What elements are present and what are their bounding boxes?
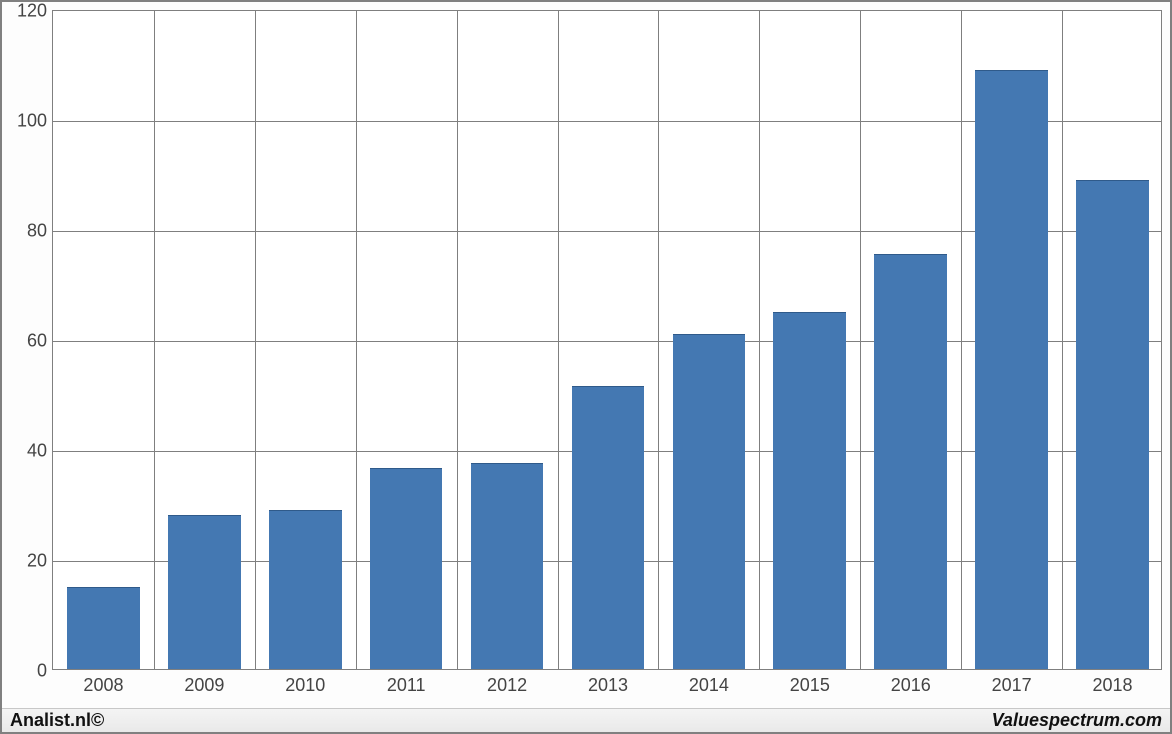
gridline-vertical [759,11,760,669]
x-axis-label: 2018 [1093,669,1133,696]
bar [975,70,1048,670]
gridline-vertical [356,11,357,669]
bar [1076,180,1149,670]
bar [673,334,746,670]
x-axis-label: 2012 [487,669,527,696]
x-axis-label: 2014 [689,669,729,696]
y-axis-label: 80 [27,221,53,242]
chart-footer: Analist.nl© Valuespectrum.com [2,708,1170,732]
x-axis-label: 2015 [790,669,830,696]
gridline-vertical [658,11,659,669]
x-axis-label: 2013 [588,669,628,696]
x-axis-label: 2009 [184,669,224,696]
gridline-vertical [860,11,861,669]
plot-area: 0204060801001202008200920102011201220132… [52,10,1162,670]
gridline-vertical [457,11,458,669]
footer-right-text: Valuespectrum.com [992,710,1162,731]
chart-frame: 0 20 40 60 80 100 120 2008 2009 2010 2011 2012 2013 2… [0,0,1172,734]
x-axis-label: 2011 [387,669,426,696]
bar [572,386,645,669]
bar [874,254,947,669]
x-axis-label: 2016 [891,669,931,696]
bar [471,463,544,669]
gridline-vertical [255,11,256,669]
gridline-vertical [961,11,962,669]
y-axis-label: 120 [17,1,53,22]
gridline-vertical [1062,11,1063,669]
x-axis-label: 2010 [285,669,325,696]
y-axis-label: 20 [27,551,53,572]
y-axis-label: 60 [27,331,53,352]
footer-left-text: Analist.nl© [10,710,104,731]
x-axis-label: 2008 [83,669,123,696]
y-axis-label: 0 [37,661,53,682]
y-axis-label: 100 [17,111,53,132]
gridline-vertical [154,11,155,669]
x-axis-label: 2017 [992,669,1032,696]
bar [370,468,443,669]
bar [269,510,342,670]
gridline-vertical [558,11,559,669]
bar [168,515,241,669]
bar [773,312,846,670]
bar [67,587,140,670]
y-axis-label: 40 [27,441,53,462]
